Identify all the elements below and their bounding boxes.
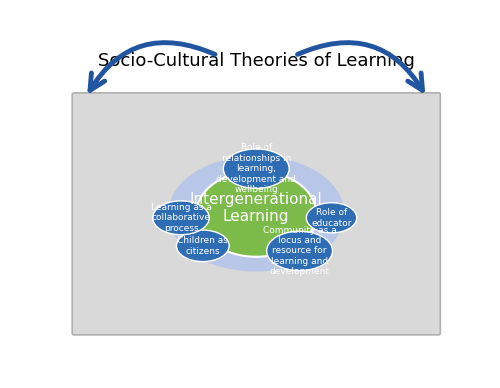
Text: Learning as a
collaborative
process: Learning as a collaborative process (150, 203, 212, 233)
Ellipse shape (176, 230, 229, 262)
Text: Socio-Cultural Theories of Learning: Socio-Cultural Theories of Learning (98, 52, 414, 71)
Text: Role of
relationships in
learning,
development and
wellbeing: Role of relationships in learning, devel… (216, 143, 296, 194)
Ellipse shape (196, 171, 316, 257)
Text: Community as a
locus and
resource for
learning and
development: Community as a locus and resource for le… (262, 225, 336, 276)
Text: Role of
educator: Role of educator (312, 208, 352, 227)
Ellipse shape (152, 201, 210, 235)
Ellipse shape (224, 149, 289, 188)
Text: Intergenerational
Learning: Intergenerational Learning (190, 192, 322, 224)
FancyBboxPatch shape (72, 93, 440, 335)
Text: Children as
citizens: Children as citizens (178, 236, 228, 256)
Ellipse shape (266, 231, 332, 270)
Ellipse shape (306, 203, 356, 233)
